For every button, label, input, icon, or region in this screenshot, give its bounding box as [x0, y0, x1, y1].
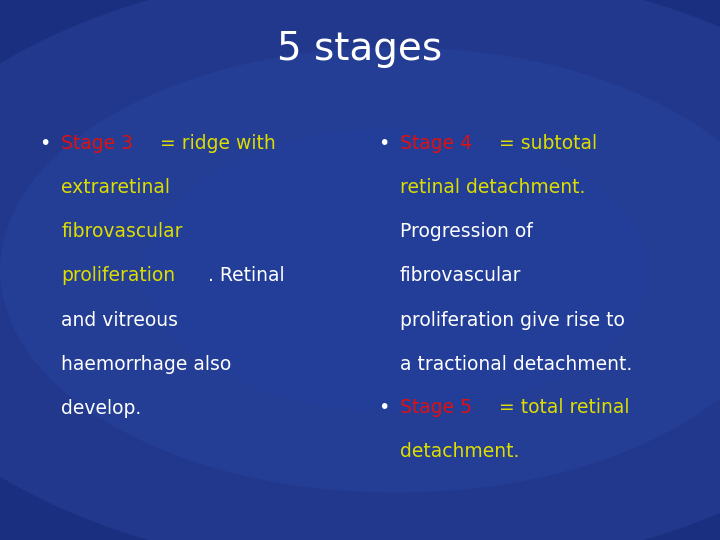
- Text: a tractional detachment.: a tractional detachment.: [400, 355, 632, 374]
- Text: = total retinal: = total retinal: [492, 398, 629, 417]
- Text: fibrovascular: fibrovascular: [400, 266, 521, 286]
- Text: proliferation: proliferation: [61, 266, 176, 286]
- Text: haemorrhage also: haemorrhage also: [61, 355, 231, 374]
- Text: proliferation give rise to: proliferation give rise to: [400, 310, 624, 330]
- Text: 5 stages: 5 stages: [277, 30, 443, 68]
- Text: . Retinal: . Retinal: [209, 266, 285, 286]
- Text: retinal detachment.: retinal detachment.: [400, 178, 585, 197]
- Text: extraretinal: extraretinal: [61, 178, 170, 197]
- Text: Stage 3: Stage 3: [61, 133, 133, 153]
- Text: •: •: [40, 133, 51, 153]
- Text: Stage 4: Stage 4: [400, 133, 472, 153]
- Ellipse shape: [144, 128, 648, 411]
- Text: Stage 5: Stage 5: [400, 398, 472, 417]
- Text: •: •: [378, 398, 390, 417]
- Text: •: •: [378, 133, 390, 153]
- Text: = ridge with: = ridge with: [154, 133, 276, 153]
- Text: and vitreous: and vitreous: [61, 310, 179, 330]
- Text: fibrovascular: fibrovascular: [61, 222, 183, 241]
- Text: Progression of: Progression of: [400, 222, 532, 241]
- Text: = subtotal: = subtotal: [492, 133, 597, 153]
- Text: develop.: develop.: [61, 399, 141, 418]
- Ellipse shape: [0, 47, 720, 493]
- Text: detachment.: detachment.: [400, 442, 519, 462]
